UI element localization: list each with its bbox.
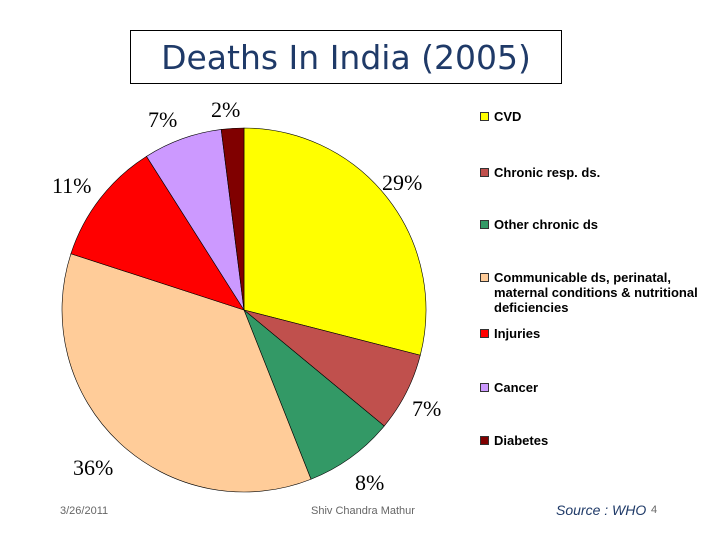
chart-title: Deaths In India (2005) (130, 30, 562, 84)
pie-percent-label: 36% (73, 455, 114, 480)
legend-swatch (480, 220, 489, 229)
legend-label: Cancer (494, 380, 539, 395)
page-number: 4 (651, 504, 658, 516)
legend-item: Communicable ds, perinatal, maternal con… (480, 270, 720, 315)
legend-item: Cancer (480, 380, 720, 395)
legend-item: Injuries (480, 326, 720, 341)
pie-percent-label: 7% (148, 107, 178, 132)
legend-swatch (480, 329, 489, 338)
pie-percent-label: 7% (412, 396, 442, 421)
pie-percent-label: 29% (382, 170, 423, 195)
footer-author: Shiv Chandra Mathur (311, 505, 415, 517)
pie-slice-injuries (70, 155, 245, 311)
legend-label: Chronic resp. ds. (494, 165, 601, 180)
pie-percent-label: 8% (355, 470, 385, 495)
legend-swatch (480, 168, 489, 177)
legend-item: Diabetes (480, 433, 720, 448)
pie-percent-label: 2% (211, 97, 241, 122)
legend-swatch (480, 112, 489, 121)
legend-swatch (480, 383, 489, 392)
legend-label: Injuries (494, 326, 541, 341)
pie-slice-other-chronic-ds (243, 309, 385, 480)
pie-percent-label: 11% (52, 173, 92, 198)
legend-label: Communicable ds, perinatal, maternal con… (494, 270, 698, 315)
pie-slice-cvd (243, 127, 427, 356)
chart-legend: CVD Chronic resp. ds. Other chronic ds Comm… (480, 0, 720, 540)
legend-label: Diabetes (494, 433, 549, 448)
legend-item: Chronic resp. ds. (480, 165, 720, 180)
legend-swatch (480, 436, 489, 445)
footer-source: Source : WHO (556, 502, 647, 518)
legend-item: CVD (480, 109, 720, 124)
legend-label: Other chronic ds (494, 217, 599, 232)
pie-slice-communicable-ds-perinatal-maternal-conditions-nutritional-deficiencies (61, 253, 312, 493)
legend-label: CVD (494, 109, 522, 124)
legend-swatch (480, 273, 489, 282)
legend-item: Other chronic ds (480, 217, 720, 232)
footer-date: 3/26/2011 (60, 505, 109, 517)
pie-slice-diabetes (220, 127, 245, 311)
